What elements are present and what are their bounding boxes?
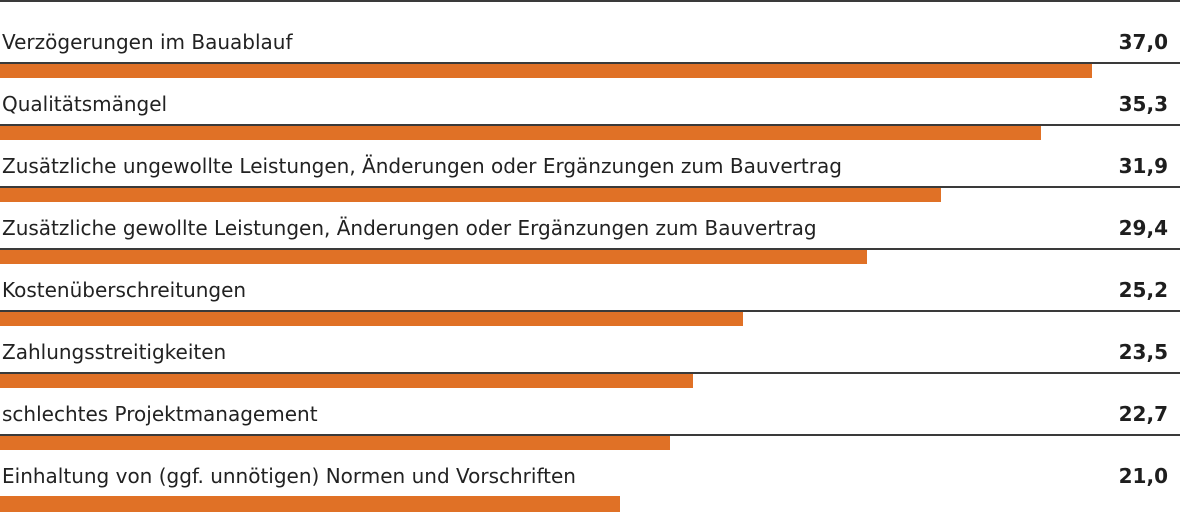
- category-label: Zusätzliche gewollte Leistungen, Änderun…: [2, 216, 817, 240]
- chart-row: Kostenüberschreitungen 25,2: [0, 248, 1180, 326]
- category-label: Kostenüberschreitungen: [2, 278, 247, 302]
- chart-row: Zusätzliche gewollte Leistungen, Änderun…: [0, 186, 1180, 264]
- row-divider: [0, 434, 1180, 436]
- category-label: Zusätzliche ungewollte Leistungen, Änder…: [2, 154, 842, 178]
- value-label: 23,5: [1118, 340, 1168, 364]
- chart-row: Zusätzliche ungewollte Leistungen, Änder…: [0, 124, 1180, 202]
- bar: [0, 310, 743, 326]
- value-label: 22,7: [1118, 402, 1168, 426]
- category-label: Qualitätsmängel: [2, 92, 168, 116]
- chart-row: Verzögerungen im Bauablauf 37,0: [0, 0, 1180, 78]
- chart-row: Qualitätsmängel 35,3: [0, 62, 1180, 140]
- row-divider: [0, 310, 1180, 312]
- value-label: 35,3: [1118, 92, 1168, 116]
- bar: [0, 496, 620, 512]
- category-label: Zahlungsstreitigkeiten: [2, 340, 227, 364]
- chart-row: schlechtes Projektmanagement 22,7: [0, 372, 1180, 450]
- row-divider: [0, 248, 1180, 250]
- row-divider: [0, 62, 1180, 64]
- bar: [0, 372, 693, 388]
- bar: [0, 248, 867, 264]
- row-divider: [0, 124, 1180, 126]
- chart-row: Zahlungsstreitigkeiten 23,5: [0, 310, 1180, 388]
- value-label: 25,2: [1118, 278, 1168, 302]
- category-label: Einhaltung von (ggf. unnötigen) Normen u…: [2, 464, 576, 488]
- row-divider: [0, 186, 1180, 188]
- value-label: 29,4: [1118, 216, 1168, 240]
- bar: [0, 434, 670, 450]
- bar: [0, 62, 1092, 78]
- value-label: 31,9: [1118, 154, 1168, 178]
- row-divider: [0, 372, 1180, 374]
- category-label: schlechtes Projektmanagement: [2, 402, 318, 426]
- row-divider: [0, 0, 1180, 2]
- value-label: 21,0: [1118, 464, 1168, 488]
- bar: [0, 186, 941, 202]
- category-label: Verzögerungen im Bauablauf: [2, 30, 293, 54]
- chart-row: Einhaltung von (ggf. unnötigen) Normen u…: [0, 434, 1180, 512]
- value-label: 37,0: [1118, 30, 1168, 54]
- bar: [0, 124, 1041, 140]
